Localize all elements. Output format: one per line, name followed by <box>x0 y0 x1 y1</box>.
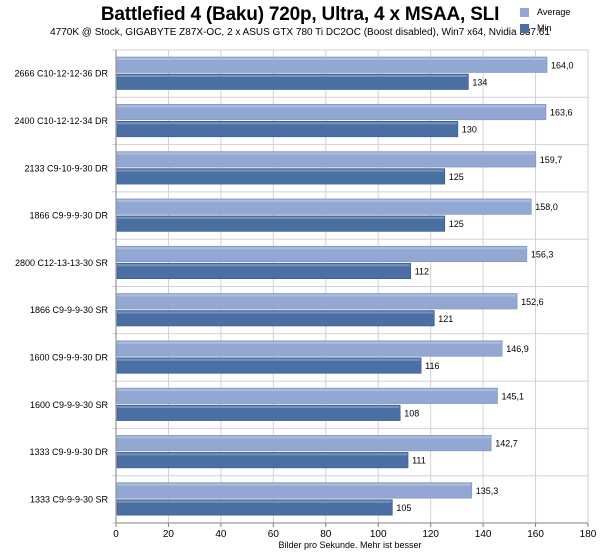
bar-min <box>116 357 422 374</box>
bar-min-highlight <box>117 453 408 456</box>
data-label-min: 125 <box>449 172 464 182</box>
x-tick-label: 60 <box>268 529 280 540</box>
data-label-min: 121 <box>438 314 453 324</box>
data-label-average: 145,1 <box>501 391 524 401</box>
x-tick-label: 140 <box>475 529 492 540</box>
data-label-average: 152,6 <box>521 297 544 307</box>
data-label-average: 158,0 <box>535 202 558 212</box>
x-tick-label: 100 <box>370 529 387 540</box>
bar-average <box>116 104 547 121</box>
bar-average-highlight <box>117 105 545 108</box>
y-tick-label: 2666 C10-12-12-36 DR <box>14 69 108 79</box>
y-tick-label: 2133 C9-10-9-30 DR <box>24 163 108 173</box>
data-label-min: 134 <box>472 77 487 87</box>
bar-average <box>116 387 498 404</box>
x-tick-label: 20 <box>163 529 175 540</box>
x-tick-label: 40 <box>215 529 227 540</box>
bar-average-highlight <box>117 483 471 486</box>
bar-average <box>116 340 503 357</box>
bar-average <box>116 198 532 215</box>
bars: 164,0 134 163,6 130 159,7 125 158,0 125 156,3 112… <box>116 56 574 516</box>
bar-min-highlight <box>117 358 421 361</box>
legend: Average Min <box>520 4 570 36</box>
bar-average <box>116 151 537 168</box>
bar-min-highlight <box>117 311 434 314</box>
data-label-min: 116 <box>425 361 439 371</box>
x-tick-label: 120 <box>422 529 439 540</box>
bar-average-highlight <box>117 436 491 439</box>
y-tick-label: 1600 C9-9-9-30 SR <box>30 400 109 410</box>
y-tick-label: 1866 C9-9-9-30 SR <box>30 305 109 315</box>
bar-average-highlight <box>117 58 547 60</box>
data-label-min: 112 <box>415 266 429 276</box>
bar-average-highlight <box>117 247 526 250</box>
x-axis-label: Bilder pro Sekunde. Mehr ist besser <box>278 540 421 550</box>
data-label-average: 156,3 <box>531 249 554 259</box>
y-tick-label: 1333 C9-9-9-30 SR <box>30 494 109 504</box>
bar-min-highlight <box>117 264 410 267</box>
axes: 0 20 40 60 80 100 120 140 160 180 2666 C10-12-12-3… <box>14 50 597 540</box>
legend-item-average: Average <box>520 4 570 20</box>
chart-subtitle: 4770K @ Stock, GIGABYTE Z87X-OC, 2 x ASU… <box>50 27 550 38</box>
data-label-average: 146,9 <box>506 344 529 354</box>
legend-label-min: Min <box>537 23 552 33</box>
bar-average-highlight <box>117 199 531 202</box>
y-tick-label: 1333 C9-9-9-30 DR <box>29 447 108 457</box>
data-label-min: 125 <box>449 219 464 229</box>
data-label-min: 130 <box>462 125 477 135</box>
legend-item-min: Min <box>520 20 570 36</box>
x-tick-label: 180 <box>580 529 597 540</box>
grid <box>112 49 589 524</box>
bar-min-highlight <box>117 169 444 172</box>
bar-average-highlight <box>117 294 517 297</box>
bar-min <box>116 452 409 469</box>
x-tick-label: 80 <box>320 529 332 540</box>
bar-average <box>116 482 473 499</box>
bar-min <box>116 73 469 90</box>
legend-label-average: Average <box>537 7 571 17</box>
bar-min <box>116 262 411 280</box>
data-label-average: 159,7 <box>540 155 563 165</box>
data-label-average: 142,7 <box>495 439 518 449</box>
data-label-min: 105 <box>396 503 411 513</box>
bar-min-highlight <box>117 216 444 219</box>
y-tick-label: 2400 C10-12-12-34 DR <box>14 116 108 126</box>
bar-min-highlight <box>117 122 457 125</box>
bar-min <box>116 121 459 138</box>
y-tick-label: 1866 C9-9-9-30 DR <box>29 211 108 221</box>
data-label-average: 135,3 <box>476 486 499 496</box>
bar-average <box>116 245 528 262</box>
y-tick-label: 1600 C9-9-9-30 DR <box>29 352 108 362</box>
bar-min-highlight <box>117 500 392 503</box>
bar-average-highlight <box>117 389 497 392</box>
x-tick-label: 0 <box>113 529 119 540</box>
legend-swatch-average <box>520 7 529 17</box>
x-tick-label: 160 <box>527 529 544 540</box>
bar-min-highlight <box>117 406 400 409</box>
bar-average-highlight <box>117 341 502 344</box>
chart-title: Battlefied 4 (Baku) 720p, Ultra, 4 x MSA… <box>100 4 500 25</box>
bar-average-highlight <box>117 152 535 155</box>
data-label-min: 108 <box>404 408 419 418</box>
bar-min <box>116 215 446 232</box>
bar-min <box>116 168 446 185</box>
bar-min <box>116 310 435 327</box>
bar-min <box>116 404 401 421</box>
bar-average <box>116 56 548 73</box>
bar-min-highlight <box>117 75 468 77</box>
data-label-average: 163,6 <box>550 108 573 118</box>
data-label-average: 164,0 <box>551 60 574 70</box>
bar-average <box>116 293 518 310</box>
bar-min <box>116 499 393 516</box>
y-tick-label: 2800 C12-13-13-30 SR <box>15 258 109 268</box>
bar-average <box>116 435 492 452</box>
data-label-min: 111 <box>412 456 426 466</box>
legend-swatch-min <box>520 23 529 33</box>
